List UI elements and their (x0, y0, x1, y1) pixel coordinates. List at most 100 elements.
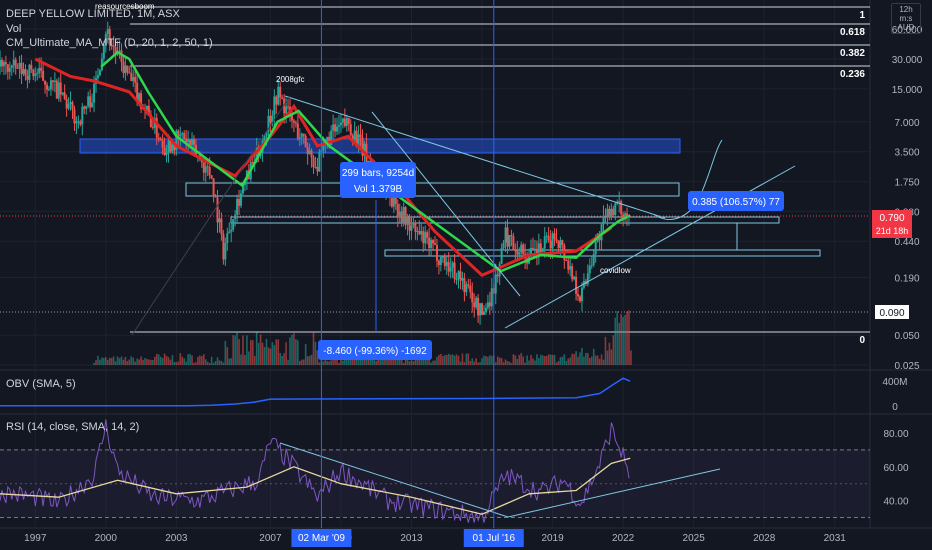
candle-body (420, 231, 423, 235)
volume-bar (191, 355, 193, 365)
candle-body (592, 254, 595, 266)
obv-legend[interactable]: OBV (SMA, 5) (6, 378, 76, 390)
vol-measure-label: Vol 1.379B (354, 184, 403, 195)
volume-bar (494, 362, 497, 365)
candle-body (285, 106, 288, 114)
volume-bar (177, 361, 180, 365)
candle-body (514, 250, 517, 252)
candle-body (51, 80, 54, 83)
candle-body (91, 102, 94, 108)
volume-bar (430, 362, 432, 365)
time-axis-highlight[interactable] (463, 529, 524, 547)
obv-line (0, 377, 631, 407)
candle-body (22, 69, 25, 74)
candle-body (398, 211, 401, 218)
volume-bar (396, 359, 399, 365)
downtrend-line-main[interactable] (284, 95, 666, 219)
volume-bar (579, 352, 581, 365)
blue-resistance-box[interactable] (79, 138, 681, 154)
volume-bar (136, 358, 138, 365)
candle-body (410, 225, 413, 231)
volume-bar (553, 355, 556, 365)
candle-body (579, 296, 581, 302)
rsi-uptrend-line[interactable] (507, 468, 721, 518)
volume-bar (110, 357, 113, 365)
volume-bar (369, 359, 372, 365)
volume-bar (195, 362, 197, 365)
downtrend-line-steep[interactable] (371, 111, 521, 297)
support-resistance-boxes[interactable] (79, 138, 821, 257)
volume-bar (240, 354, 242, 365)
rsi-downtrend-line[interactable] (279, 442, 509, 518)
candle-body (412, 222, 415, 226)
volume-bar (175, 362, 178, 365)
cyan-range-box-lower[interactable] (384, 249, 821, 257)
volume-bar (120, 356, 123, 365)
currency-unit-box[interactable]: 12h m:s AUD (891, 3, 921, 34)
last-price-value: 0.790 (879, 213, 904, 224)
volume-bar (424, 357, 427, 365)
candle-body (210, 175, 213, 179)
volume-bar (393, 357, 395, 365)
candle-body (53, 80, 56, 83)
time-axis-highlight[interactable] (291, 529, 352, 547)
rsi-legend[interactable]: RSI (14, close, SMA, 14, 2) (6, 421, 140, 433)
volume-bar (504, 359, 507, 365)
volume-bar (357, 356, 360, 365)
cyan-range-box-upper[interactable] (185, 182, 680, 197)
drop-measure-label: -8.460 (-99.36%) -1692 (323, 346, 427, 357)
candle-body (306, 147, 309, 155)
volume-legend[interactable]: Vol (6, 23, 22, 35)
volume-bar (163, 353, 166, 365)
volume-bar (445, 354, 448, 365)
volume-bar (571, 353, 573, 365)
volume-bar (330, 360, 332, 365)
volume-bar (590, 356, 593, 365)
volume-bar (118, 358, 121, 365)
volume-bar (300, 359, 303, 365)
candle-body (430, 239, 433, 249)
candle-body (14, 59, 17, 68)
volume-bar (524, 362, 526, 365)
candle-body (208, 167, 211, 176)
volume-bar (167, 357, 170, 365)
volume-bar (185, 361, 187, 365)
volume-bar (418, 355, 421, 365)
volume-bar (540, 354, 542, 365)
fibonacci-retracement[interactable]: 1 0.618 0.382 0.236 0 (130, 6, 870, 346)
candle-body (486, 302, 489, 308)
candle-body (294, 122, 297, 124)
countdown-value: 21d 18h (876, 226, 909, 236)
candle-body (392, 193, 395, 207)
volume-bar (150, 359, 152, 365)
symbol-legend[interactable]: DEEP YELLOW LIMITED, 1M, ASX (6, 8, 180, 20)
candle-body (437, 260, 440, 265)
candle-body (469, 285, 472, 293)
volume-bar (465, 353, 468, 365)
volume-bar (612, 335, 615, 365)
candle-body (63, 92, 66, 99)
volume-bar (457, 355, 460, 365)
rise-measure-box[interactable] (688, 191, 784, 211)
volume-bar (596, 355, 599, 365)
low-line-tag[interactable] (875, 305, 909, 319)
time-axis-highlight-label: 01 Jul '16 (473, 533, 516, 544)
volume-bar (585, 352, 587, 365)
candle-body (461, 278, 464, 281)
bars-measure-box[interactable] (340, 162, 416, 198)
ma-indicator-legend[interactable]: CM_Ultimate_MA_MTF (D, 20, 1, 2, 50, 1) (6, 37, 213, 49)
volume-bar (426, 355, 428, 365)
candle-body (46, 84, 49, 90)
volume-bar (316, 350, 319, 365)
volume-bar (400, 359, 403, 365)
volume-bar (314, 341, 317, 365)
volume-bar (561, 356, 564, 365)
volume-bar (134, 361, 137, 365)
cyan-range-box-mid[interactable] (230, 216, 780, 224)
volume-bar (216, 357, 219, 365)
drop-measure-box[interactable] (318, 340, 432, 360)
candle-body (281, 97, 284, 99)
last-price-tag[interactable] (872, 210, 912, 238)
